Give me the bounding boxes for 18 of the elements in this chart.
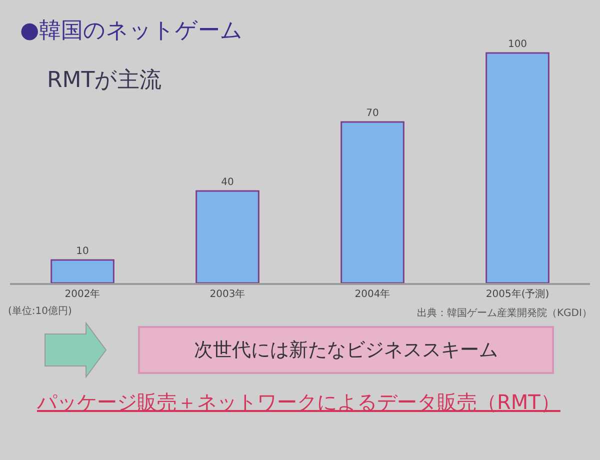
x-tick-label: 2002年	[64, 288, 100, 300]
x-tick-label: 2005年(予測)	[486, 288, 550, 300]
data-label: 10	[76, 246, 89, 257]
x-tick-label: 2004年	[354, 288, 390, 300]
data-label: 100	[508, 39, 528, 50]
bar	[50, 259, 114, 283]
text: パッケージ販売＋ネットワークによるデータ販売（RMT）	[36, 390, 560, 414]
chart-title: ●韓国のネットゲーム	[20, 18, 244, 44]
text: RMTが主流	[47, 68, 162, 93]
source-note: 出典：韓国ゲーム産業開発院（KGDI）	[417, 307, 592, 319]
x-tick-label: 2003年	[210, 288, 246, 300]
text: 次世代には新たなビジネススキーム	[194, 339, 498, 361]
data-label: 40	[221, 177, 234, 188]
bar	[340, 121, 404, 283]
data-label: 70	[366, 108, 379, 120]
bar	[486, 52, 550, 283]
text: (単位:10億円)	[8, 305, 72, 317]
bar	[196, 190, 260, 283]
